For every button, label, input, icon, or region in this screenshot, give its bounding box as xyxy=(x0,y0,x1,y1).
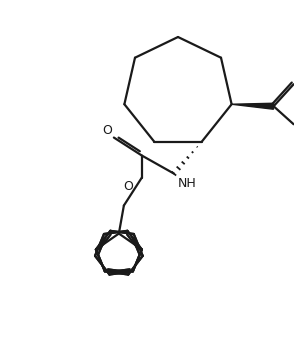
Text: NH: NH xyxy=(178,176,197,190)
Polygon shape xyxy=(232,103,274,109)
Text: O: O xyxy=(123,180,133,192)
Text: O: O xyxy=(102,124,112,136)
